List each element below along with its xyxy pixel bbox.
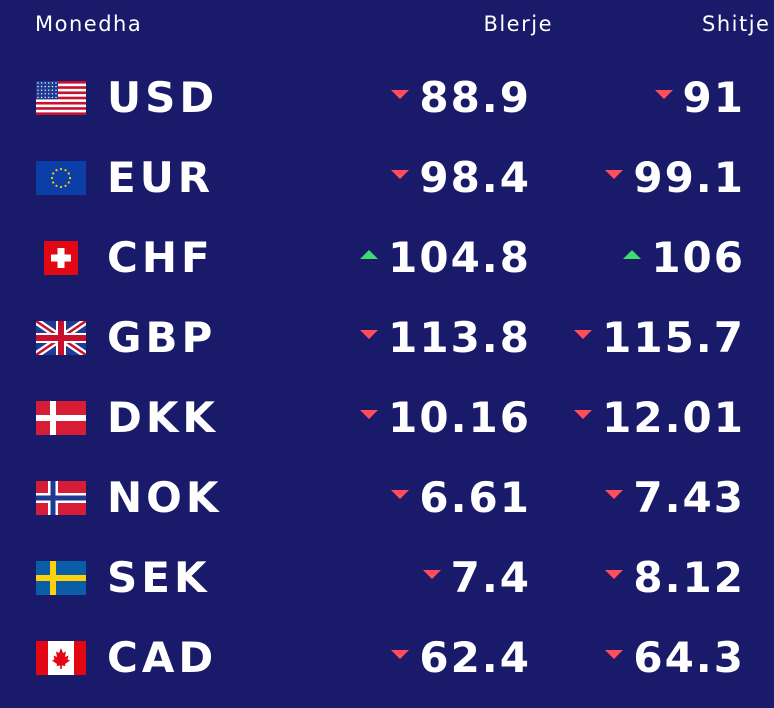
buy-rate-value: 88.9 xyxy=(419,73,531,122)
currency-code: CHF xyxy=(107,233,214,282)
trend-down-icon xyxy=(574,329,593,339)
currency-code: DKK xyxy=(107,393,219,442)
trend-down-icon xyxy=(654,89,673,99)
buy-rate: 10.16 xyxy=(360,394,531,442)
trend-down-icon xyxy=(391,169,410,179)
buy-rate-value: 7.4 xyxy=(450,553,531,602)
sell-rate-value: 7.43 xyxy=(633,473,745,522)
trend-down-icon xyxy=(360,409,379,419)
us-flag-icon xyxy=(36,81,86,115)
sell-rate-value: 106 xyxy=(651,233,745,282)
sell-rate: 7.43 xyxy=(605,474,745,522)
rate-row-gbp: GBP 113.8 115.7 xyxy=(0,308,774,368)
rate-row-usd: USD 88.9 91 xyxy=(0,68,774,128)
sell-rate: 12.01 xyxy=(574,394,745,442)
buy-rate: 98.4 xyxy=(391,154,531,202)
sell-rate: 91 xyxy=(654,73,745,122)
buy-rate-value: 98.4 xyxy=(419,153,531,202)
sell-rate-value: 64.3 xyxy=(633,633,745,682)
currency-code: USD xyxy=(107,73,219,122)
buy-column-header: Blerje xyxy=(483,12,553,36)
sell-rate-value: 12.01 xyxy=(602,393,745,442)
trend-down-icon xyxy=(574,409,593,419)
buy-rate: 113.8 xyxy=(360,314,531,362)
trend-down-icon xyxy=(605,489,624,499)
rate-row-sek: SEK 7.4 8.12 xyxy=(0,548,774,608)
buy-rate: 6.61 xyxy=(391,474,531,522)
trend-down-icon xyxy=(391,89,410,99)
currency-code: GBP xyxy=(107,313,217,362)
rate-row-nok: NOK 6.61 7.43 xyxy=(0,468,774,528)
sell-rate: 115.7 xyxy=(574,314,745,362)
currency-column-header: Monedha xyxy=(35,12,143,36)
ca-flag-icon xyxy=(36,641,86,675)
sell-rate: 106 xyxy=(623,234,745,282)
trend-down-icon xyxy=(360,329,379,339)
se-flag-icon xyxy=(36,561,86,595)
rate-row-chf: CHF 104.8 106 xyxy=(0,228,774,288)
trend-up-icon xyxy=(623,249,642,259)
sell-rate-value: 115.7 xyxy=(602,313,745,362)
trend-up-icon xyxy=(360,249,379,259)
rate-row-dkk: DKK 10.16 12.01 xyxy=(0,388,774,448)
rate-row-cad: CAD 62.4 64.3 xyxy=(0,628,774,688)
no-flag-icon xyxy=(36,481,86,515)
buy-rate-value: 104.8 xyxy=(388,233,531,282)
sell-rate: 64.3 xyxy=(605,634,745,682)
rate-row-eur: EUR 98.4 99.1 xyxy=(0,148,774,208)
trend-down-icon xyxy=(605,649,624,659)
sell-rate: 99.1 xyxy=(605,154,745,202)
trend-down-icon xyxy=(422,569,441,579)
buy-rate-value: 6.61 xyxy=(419,473,531,522)
eu-flag-icon xyxy=(36,161,86,195)
sell-rate-value: 91 xyxy=(682,73,745,122)
trend-down-icon xyxy=(605,569,624,579)
currency-code: EUR xyxy=(107,153,215,202)
buy-rate-value: 113.8 xyxy=(388,313,531,362)
currency-code: SEK xyxy=(107,553,211,602)
buy-rate: 62.4 xyxy=(391,634,531,682)
sell-column-header: Shitje xyxy=(702,12,771,36)
currency-code: CAD xyxy=(107,633,218,682)
trend-down-icon xyxy=(391,649,410,659)
buy-rate: 88.9 xyxy=(391,74,531,122)
buy-rate: 7.4 xyxy=(422,553,531,602)
trend-down-icon xyxy=(391,489,410,499)
currency-code: NOK xyxy=(107,473,223,522)
ch-flag-icon xyxy=(36,241,86,275)
sell-rate: 8.12 xyxy=(605,554,745,602)
buy-rate-value: 62.4 xyxy=(419,633,531,682)
dk-flag-icon xyxy=(36,401,86,435)
sell-rate-value: 8.12 xyxy=(633,553,745,602)
sell-rate-value: 99.1 xyxy=(633,153,745,202)
buy-rate: 104.8 xyxy=(360,234,531,282)
table-header: Monedha Blerje Shitje xyxy=(0,12,774,42)
gb-flag-icon xyxy=(36,321,86,355)
buy-rate-value: 10.16 xyxy=(388,393,531,442)
trend-down-icon xyxy=(605,169,624,179)
